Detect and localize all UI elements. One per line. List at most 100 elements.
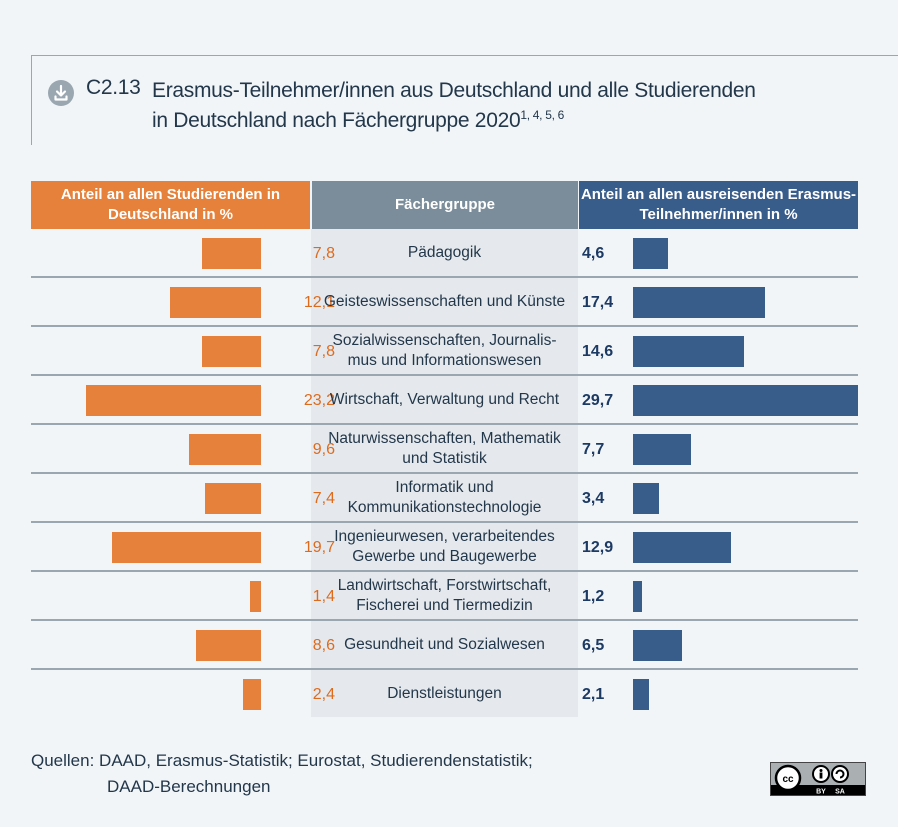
category-label-line: Gewerbe und Baugewerbe — [352, 547, 537, 565]
category-label-line: Informatik und — [395, 478, 494, 496]
svg-text:cc: cc — [782, 774, 794, 785]
value-label-erasmus: 4,6 — [582, 245, 605, 262]
category-label-line: und Statistik — [402, 449, 487, 467]
bar-erasmus — [633, 385, 858, 416]
value-label-students: 12,1 — [303, 294, 335, 311]
category-label: Informatik und Kommunikationstechnologie — [311, 474, 578, 521]
chart-title: Erasmus-Teilnehmer/innen aus Deutschland… — [152, 76, 756, 136]
bar-students — [250, 581, 261, 612]
row-divider — [31, 668, 858, 670]
chart-row: 8,6 Gesundheit und Sozialwesen 6,5 — [31, 621, 858, 670]
value-label-erasmus: 29,7 — [582, 392, 614, 409]
row-divider — [31, 325, 858, 327]
category-label: Sozialwissenschaften, Journalis-mus und … — [311, 327, 578, 374]
chart-row: 19,7 Ingenieurwesen, verarbeitendes Gewerb… — [31, 523, 858, 572]
chart-row: 7,4 Informatik und Kommunikationstechnolog… — [31, 474, 858, 523]
header-erasmus-share: Anteil an allen ausreisenden Erasmus-Tei… — [579, 181, 858, 229]
value-label-erasmus: 17,4 — [582, 294, 614, 311]
footnote-refs: 1, 4, 5, 6 — [520, 108, 565, 122]
value-label-erasmus: 2,1 — [582, 686, 605, 703]
row-divider — [31, 423, 858, 425]
value-label-students: 19,7 — [303, 539, 335, 556]
header-subject-group: Fächergruppe — [312, 181, 578, 229]
bar-erasmus — [633, 336, 744, 367]
bar-erasmus — [633, 630, 683, 661]
source-note: Quellen: DAAD, Erasmus-Statistik; Eurost… — [31, 748, 533, 800]
chart-row: 9,6 Naturwissenschaften, Mathematik und St… — [31, 425, 858, 474]
bar-students — [242, 679, 261, 710]
chart-row: 7,8 Sozialwissenschaften, Journalis-mus u… — [31, 327, 858, 376]
bar-erasmus — [633, 581, 643, 612]
category-label-line: Sozialwissenschaften, Journalis- — [332, 331, 557, 349]
chart-row: 1,4 Landwirtschaft, Forstwirtschaft, Fisch… — [31, 572, 858, 621]
chart-row: 12,1 Geisteswissenschaften und Künste 17,4 — [31, 278, 858, 327]
bar-erasmus — [633, 532, 731, 563]
category-label: Wirtschaft, Verwaltung und Recht — [311, 376, 578, 423]
category-label-line: Fischerei und Tiermedizin — [356, 596, 533, 614]
value-label-erasmus: 12,9 — [582, 539, 614, 556]
category-label: Landwirtschaft, Forstwirtschaft, Fischere… — [311, 572, 578, 619]
category-label-line: Landwirtschaft, Forstwirtschaft, — [337, 576, 552, 594]
value-label-erasmus: 7,7 — [582, 441, 605, 458]
chart-row: 23,2 Wirtschaft, Verwaltung und Recht 29,7 — [31, 376, 858, 425]
source-line-1: Quellen: DAAD, Erasmus-Statistik; Eurost… — [31, 751, 533, 770]
title-line-2: in Deutschland nach Fächergruppe 20201, … — [152, 108, 565, 132]
category-label-line: Pädagogik — [407, 243, 482, 261]
bar-students — [202, 336, 261, 367]
row-divider — [31, 570, 858, 572]
category-label-line: mus und Informationswesen — [347, 351, 542, 369]
value-label-students: 7,8 — [312, 245, 335, 262]
value-label-students: 2,4 — [312, 686, 335, 703]
chart-row: 7,8 Pädagogik 4,6 — [31, 229, 858, 278]
category-label: Pädagogik — [311, 229, 578, 276]
row-divider — [31, 276, 858, 278]
value-label-students: 1,4 — [312, 588, 335, 605]
cc-by-sa-icon[interactable]: cc BY SA — [770, 762, 866, 796]
row-divider — [31, 619, 858, 621]
bar-erasmus — [633, 434, 692, 465]
category-label-line: Gesundheit und Sozialwesen — [344, 635, 545, 653]
bar-students — [86, 385, 261, 416]
value-label-erasmus: 1,2 — [582, 588, 605, 605]
bar-erasmus — [633, 287, 765, 318]
bar-erasmus — [633, 238, 668, 269]
bar-students — [202, 238, 261, 269]
value-label-erasmus: 6,5 — [582, 637, 605, 654]
category-label-line: Dienstleistungen — [387, 684, 502, 702]
bar-students — [188, 434, 261, 465]
value-label-students: 23,2 — [303, 392, 335, 409]
row-divider — [31, 472, 858, 474]
chart-row: 2,4 Dienstleistungen 2,1 — [31, 670, 858, 719]
bar-erasmus — [633, 483, 659, 514]
bar-students — [112, 532, 261, 563]
svg-text:SA: SA — [835, 789, 845, 796]
category-label: Gesundheit und Sozialwesen — [311, 621, 578, 668]
bar-erasmus — [633, 679, 649, 710]
value-label-students: 9,6 — [312, 441, 335, 458]
category-label-line: Kommunikationstechnologie — [347, 498, 542, 516]
header-students-share: Anteil an allen Studierenden in Deutschl… — [31, 181, 310, 229]
bar-students — [169, 287, 261, 318]
bar-students — [196, 630, 261, 661]
category-label-line: Ingenieurwesen, verarbeitendes — [334, 527, 555, 545]
bar-students — [205, 483, 261, 514]
category-label: Ingenieurwesen, verarbeitendes Gewerbe un… — [311, 523, 578, 570]
title-frame — [31, 55, 898, 145]
value-label-erasmus: 3,4 — [582, 490, 605, 507]
title-line-1: Erasmus-Teilnehmer/innen aus Deutschland… — [152, 79, 756, 102]
value-label-students: 8,6 — [312, 637, 335, 654]
row-divider — [31, 374, 858, 376]
category-label: Naturwissenschaften, Mathematik und Stati… — [311, 425, 578, 472]
value-label-students: 7,8 — [312, 343, 335, 360]
category-label-line: Wirtschaft, Verwaltung und Recht — [329, 390, 560, 408]
figure-number: C2.13 — [86, 76, 141, 99]
download-icon[interactable] — [48, 80, 74, 106]
category-label-line: Naturwissenschaften, Mathematik — [328, 429, 561, 447]
category-label-line: Geisteswissenschaften und Künste — [323, 292, 566, 310]
category-label: Geisteswissenschaften und Künste — [311, 278, 578, 325]
value-label-erasmus: 14,6 — [582, 343, 614, 360]
source-line-2: DAAD-Berechnungen — [107, 777, 271, 796]
row-divider — [31, 521, 858, 523]
category-label: Dienstleistungen — [311, 670, 578, 717]
svg-text:BY: BY — [816, 789, 826, 796]
